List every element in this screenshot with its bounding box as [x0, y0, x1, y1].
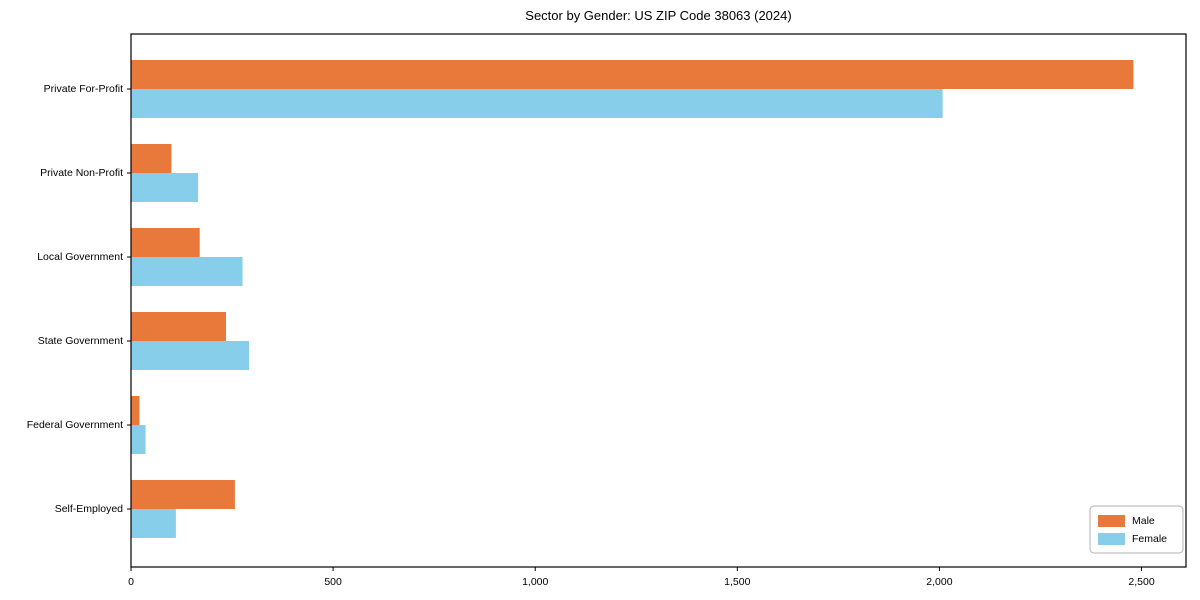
y-tick-label-private-non-profit: Private Non-Profit: [40, 167, 123, 179]
x-tick-label-1-000: 1,000: [522, 576, 548, 588]
bar-male-local-government: [131, 228, 200, 257]
legend-label-male: Male: [1132, 515, 1155, 527]
plot-border: [130, 33, 1187, 568]
y-tick-label-state-government: State Government: [38, 335, 123, 347]
bar-male-private-non-profit: [131, 144, 172, 173]
legend-box: [1089, 505, 1184, 554]
chart-title: Sector by Gender: US ZIP Code 38063 (202…: [525, 8, 792, 23]
y-tick-label-federal-government: Federal Government: [27, 419, 123, 431]
y-tick-label-local-government: Local Government: [37, 251, 123, 263]
y-tick-label-self-employed: Self-Employed: [55, 503, 123, 515]
bar-male-state-government: [131, 312, 226, 341]
x-tick-label-2-500: 2,500: [1128, 576, 1154, 588]
y-tick-label-private-for-profit: Private For-Profit: [44, 83, 123, 95]
bar-female-local-government: [131, 257, 243, 286]
bar-female-self-employed: [131, 509, 176, 538]
bar-male-private-for-profit: [131, 60, 1134, 89]
bar-female-private-for-profit: [131, 89, 943, 118]
x-tick-label-0: 0: [128, 576, 134, 588]
bar-male-self-employed: [131, 480, 235, 509]
legend-swatch-female: [1098, 533, 1125, 545]
bar-female-private-non-profit: [131, 173, 199, 202]
x-tick-label-1-500: 1,500: [724, 576, 750, 588]
legend-label-female: Female: [1132, 533, 1167, 545]
legend-swatch-male: [1098, 515, 1125, 527]
bar-female-federal-government: [131, 425, 146, 454]
x-tick-label-500: 500: [324, 576, 342, 588]
x-tick-label-2-000: 2,000: [926, 576, 952, 588]
bar-female-state-government: [131, 341, 250, 370]
bar-male-federal-government: [131, 396, 140, 425]
